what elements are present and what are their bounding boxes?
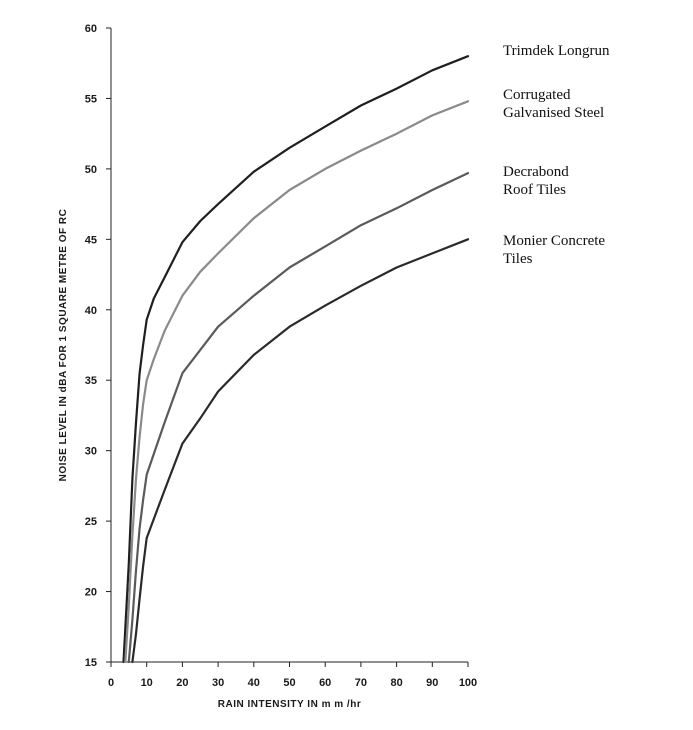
x-tick-label: 70	[355, 677, 367, 689]
x-tick-label: 100	[459, 677, 477, 689]
series-line-1	[124, 100, 470, 664]
x-axis-label: RAIN INTENSITY IN m m /hr	[218, 699, 361, 710]
x-tick-label: 80	[390, 677, 402, 689]
x-tick-label: 40	[248, 677, 260, 689]
legend-label: Trimdek Longrun	[503, 43, 610, 59]
y-tick-label: 50	[85, 164, 97, 176]
x-tick-label: 10	[141, 677, 153, 689]
series-line-2	[127, 172, 470, 664]
y-tick-label: 15	[85, 657, 97, 669]
x-tick-label: 90	[426, 677, 438, 689]
x-ticks: 0 10 20 30 40 50 60 70 80 90 100	[108, 662, 477, 689]
y-axis-label: NOISE LEVEL IN dBA FOR 1 SQUARE METRE OF…	[58, 209, 69, 482]
y-tick-label: 40	[85, 305, 97, 317]
y-tick-label: 45	[85, 234, 97, 246]
x-tick-label: 0	[108, 677, 114, 689]
x-tick-label: 50	[283, 677, 295, 689]
legend-label: Corrugated	[503, 87, 571, 103]
y-tick-label: 30	[85, 446, 97, 458]
y-ticks: 15 20 25 30 35 40 45 50 55 60	[85, 23, 111, 669]
x-tick-label: 30	[212, 677, 224, 689]
y-tick-label: 25	[85, 516, 97, 528]
x-tick-label: 60	[319, 677, 331, 689]
series-line-0	[122, 55, 470, 664]
series-line-3	[131, 238, 470, 664]
axes	[110, 28, 468, 663]
legend-label: Galvanised Steel	[503, 105, 604, 121]
y-tick-label: 60	[85, 23, 97, 35]
y-tick-label: 35	[85, 375, 97, 387]
legend-label: Roof Tiles	[503, 182, 566, 198]
legend-label: Decrabond	[503, 164, 569, 180]
legend-label: Tiles	[503, 251, 533, 267]
y-tick-label: 20	[85, 587, 97, 599]
y-tick-label: 55	[85, 93, 97, 105]
series-group	[122, 55, 470, 664]
legend-label: Monier Concrete	[503, 233, 605, 249]
legend: Trimdek Longrun Corrugated Galvanised Stee…	[503, 43, 610, 267]
x-tick-label: 20	[176, 677, 188, 689]
